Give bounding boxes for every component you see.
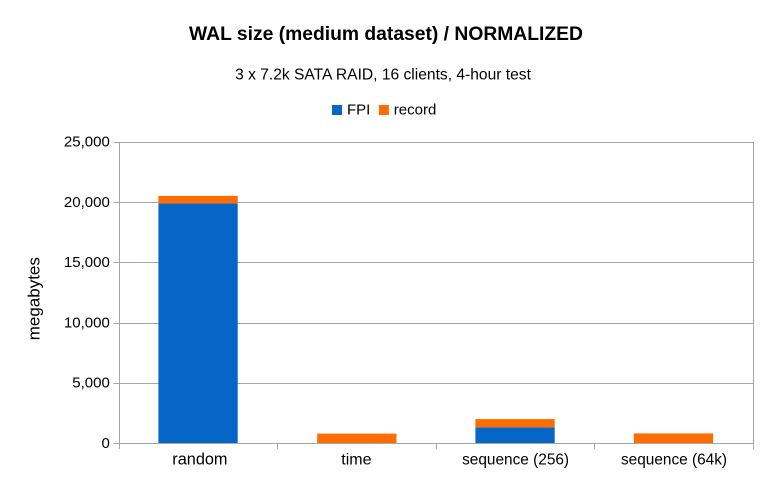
svg-text:sequence (256): sequence (256) xyxy=(462,452,569,469)
svg-text:25,000: 25,000 xyxy=(64,134,110,151)
svg-text:sequence (64k): sequence (64k) xyxy=(621,452,727,469)
svg-text:FPI: FPI xyxy=(347,101,370,118)
svg-text:WAL size (medium dataset) / NO: WAL size (medium dataset) / NORMALIZED xyxy=(189,24,583,45)
svg-text:20,000: 20,000 xyxy=(64,194,110,211)
svg-text:3 x 7.2k SATA RAID, 16 clients: 3 x 7.2k SATA RAID, 16 clients, 4-hour t… xyxy=(235,66,531,83)
svg-text:record: record xyxy=(394,101,437,118)
svg-text:random: random xyxy=(172,451,227,469)
svg-text:0: 0 xyxy=(101,435,109,452)
svg-text:time: time xyxy=(341,452,371,469)
svg-text:15,000: 15,000 xyxy=(64,254,110,271)
svg-text:megabytes: megabytes xyxy=(25,257,44,340)
svg-text:5,000: 5,000 xyxy=(72,375,110,392)
svg-text:10,000: 10,000 xyxy=(64,314,110,331)
